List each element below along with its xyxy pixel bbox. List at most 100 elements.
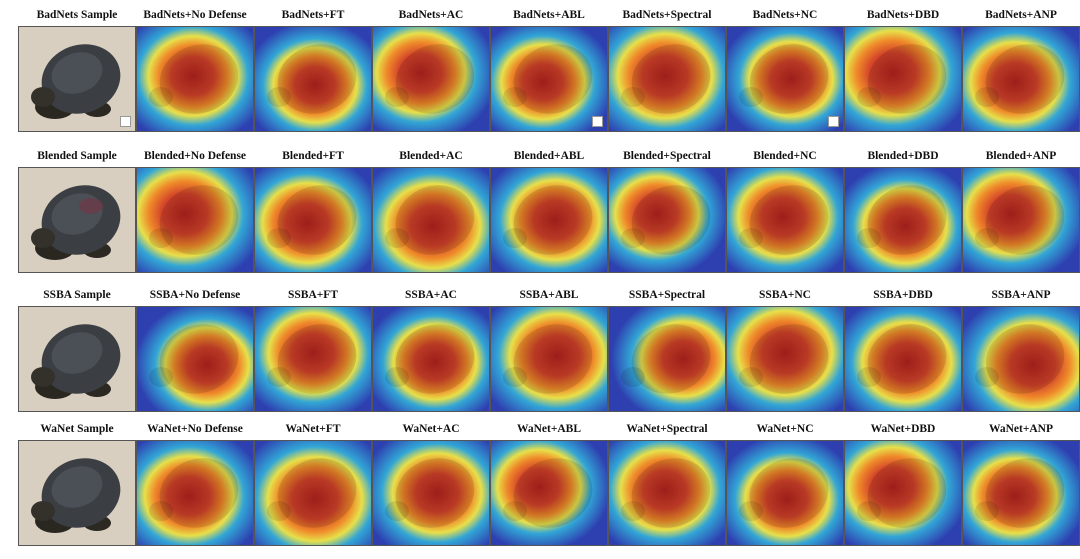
figure-row-badnets: BadNets Sample BadNets+No Defense BadNets+… (0, 8, 1080, 142)
heatmap-frame (844, 306, 962, 412)
heatmap-cell: WaNet+NC (726, 422, 844, 556)
heatmap-panel (609, 27, 725, 131)
heatmap-title: BadNets+FT (281, 9, 345, 21)
heatmap-title: SSBA+AC (405, 289, 457, 301)
heatmap-frame (254, 167, 372, 273)
heatmap-frame (136, 440, 254, 546)
heatmap-cell: BadNets+DBD (844, 8, 962, 142)
heatmap-panel (137, 27, 253, 131)
turtle-sample-image (19, 168, 135, 272)
heatmap-frame (372, 440, 490, 546)
heatmap-cell: BadNets+No Defense (136, 8, 254, 142)
heatmap-title: BadNets+AC (398, 9, 464, 21)
heatmap-panel (373, 168, 489, 272)
heatmap-frame (726, 440, 844, 546)
heatmap-panel (727, 307, 843, 411)
heatmap-frame (608, 26, 726, 132)
sample-title: BadNets Sample (36, 9, 118, 21)
heatmap-frame (490, 167, 608, 273)
heatmap-title: WaNet+ANP (988, 423, 1054, 435)
heatmap-cell: Blended+ANP (962, 149, 1080, 283)
heatmap-cell: SSBA+No Defense (136, 288, 254, 422)
sample-title: SSBA Sample (43, 289, 111, 301)
heatmap-panel (137, 307, 253, 411)
heatmap-panel (727, 27, 843, 131)
heatmap-cell: Blended+NC (726, 149, 844, 283)
heatmap-title: Blended+ABL (513, 150, 585, 162)
heatmap-cell: Blended+AC (372, 149, 490, 283)
heatmap-frame (608, 306, 726, 412)
heatmap-title: Blended+DBD (867, 150, 939, 162)
heatmap-title: SSBA+Spectral (628, 289, 706, 301)
heatmap-title: SSBA+ANP (991, 289, 1051, 301)
heatmap-title: BadNets+NC (752, 9, 818, 21)
heatmap-panel (491, 307, 607, 411)
trigger-patch (120, 116, 131, 127)
heatmap-title: WaNet+NC (756, 423, 814, 435)
heatmap-panel (963, 441, 1079, 545)
heatmap-cell: Blended+FT (254, 149, 372, 283)
heatmap-cell: WaNet+FT (254, 422, 372, 556)
heatmap-frame (490, 306, 608, 412)
heatmap-frame (962, 167, 1080, 273)
heatmap-frame (254, 440, 372, 546)
heatmap-frame (726, 26, 844, 132)
heatmap-cell: Blended+No Defense (136, 149, 254, 283)
heatmap-frame (844, 26, 962, 132)
heatmap-panel (255, 168, 371, 272)
heatmap-cell: BadNets+ANP (962, 8, 1080, 142)
heatmap-frame (962, 26, 1080, 132)
heatmap-cell: BadNets+Spectral (608, 8, 726, 142)
heatmap-frame (844, 440, 962, 546)
heatmap-cell: Blended+Spectral (608, 149, 726, 283)
figure-row-blended: Blended Sample Blended+No Defense Blended+… (0, 149, 1080, 283)
heatmap-frame (844, 167, 962, 273)
heatmap-title: Blended+FT (282, 150, 344, 162)
figure-row-ssba: SSBA Sample SSBA+No Defense SSBA+FT SSBA+AC… (0, 288, 1080, 422)
heatmap-frame (490, 26, 608, 132)
heatmap-cell: SSBA+AC (372, 288, 490, 422)
heatmap-title: BadNets+ABL (513, 9, 585, 21)
heatmap-title: WaNet+AC (402, 423, 460, 435)
heatmap-cell: WaNet+AC (372, 422, 490, 556)
heatmap-frame (254, 26, 372, 132)
sample-cell: WaNet Sample (18, 422, 136, 556)
heatmap-cell: BadNets+AC (372, 8, 490, 142)
heatmap-cell: WaNet+No Defense (136, 422, 254, 556)
heatmap-title: WaNet+FT (285, 423, 341, 435)
heatmap-panel (845, 307, 961, 411)
sample-title: Blended Sample (37, 150, 117, 162)
heatmap-title: Blended+No Defense (143, 150, 247, 162)
heatmap-panel (491, 168, 607, 272)
sample-cell: Blended Sample (18, 149, 136, 283)
heatmap-frame (372, 26, 490, 132)
heatmap-title: WaNet+DBD (870, 423, 936, 435)
heatmap-cell: WaNet+ABL (490, 422, 608, 556)
heatmap-frame (608, 440, 726, 546)
heatmap-panel (845, 441, 961, 545)
heatmap-cell: SSBA+FT (254, 288, 372, 422)
heatmap-cell: SSBA+ABL (490, 288, 608, 422)
heatmap-cell: Blended+DBD (844, 149, 962, 283)
heatmap-panel (373, 27, 489, 131)
heatmap-title: BadNets+DBD (866, 9, 940, 21)
heatmap-panel (137, 168, 253, 272)
heatmap-title: Blended+NC (753, 150, 817, 162)
heatmap-panel (255, 307, 371, 411)
heatmap-title: BadNets+ANP (985, 9, 1057, 21)
sample-image-frame (18, 306, 136, 412)
heatmap-panel (373, 307, 489, 411)
heatmap-title: SSBA+No Defense (149, 289, 241, 301)
heatmap-frame (490, 440, 608, 546)
heatmap-panel (137, 441, 253, 545)
heatmap-title: WaNet+No Defense (147, 423, 243, 435)
heatmap-title: WaNet+Spectral (626, 423, 708, 435)
sample-image-frame (18, 167, 136, 273)
heatmap-title: SSBA+NC (759, 289, 811, 301)
figure-row-wanet: WaNet Sample WaNet+No Defense WaNet+FT WaNe… (0, 422, 1080, 556)
heatmap-panel (727, 168, 843, 272)
sample-title: WaNet Sample (40, 423, 114, 435)
heatmap-cell: SSBA+NC (726, 288, 844, 422)
heatmap-title: SSBA+FT (287, 289, 338, 301)
